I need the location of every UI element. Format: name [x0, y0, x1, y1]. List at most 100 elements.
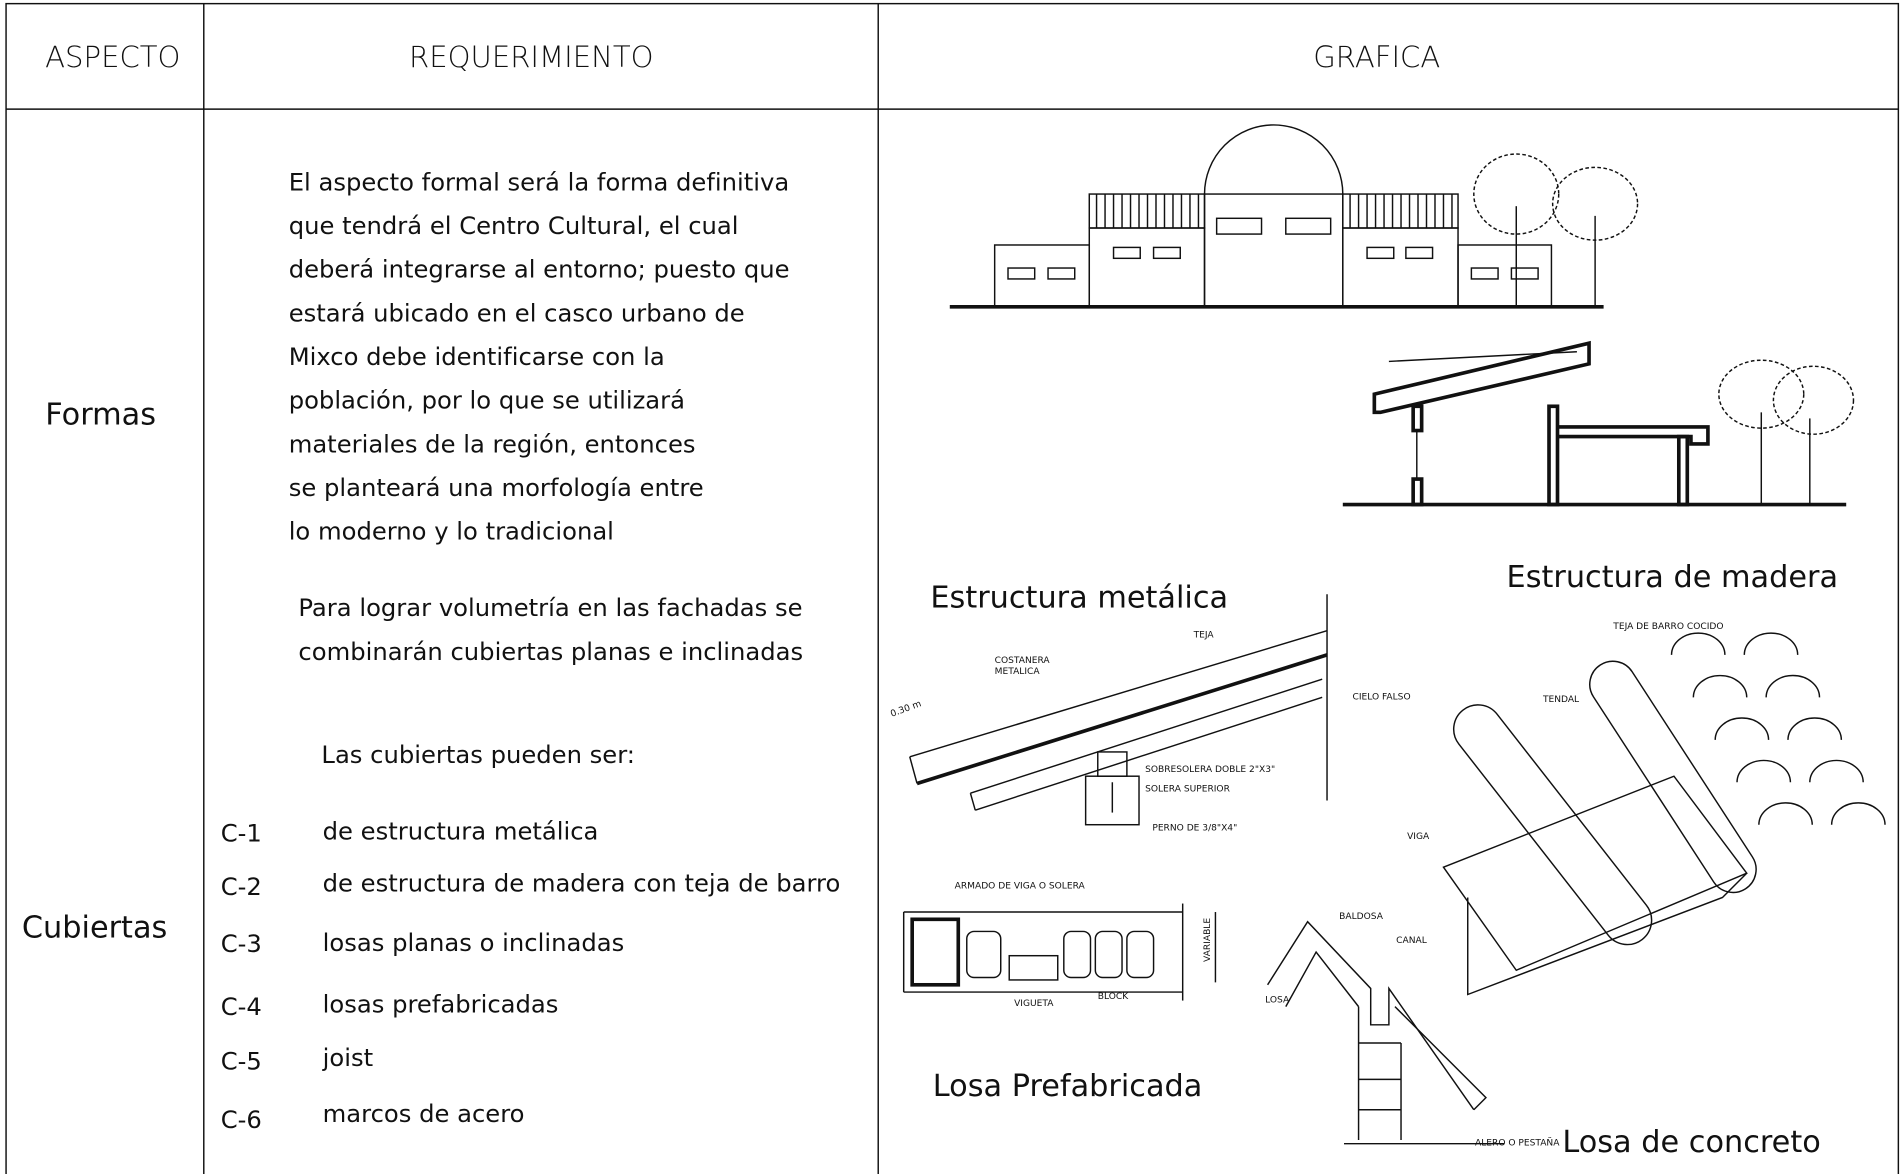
building-section-part [1388, 350, 1577, 363]
aspect-label: Formas [45, 397, 156, 432]
building-elevation-part [1095, 194, 1453, 229]
aspect-label: Cubiertas [22, 910, 167, 945]
paragraph-line: estará ubicado en el casco urbano de [289, 298, 745, 327]
concrete-slab-drawing-part [1358, 1042, 1402, 1111]
drawing-label: VIGUETA [1014, 999, 1054, 1009]
building-elevation-part [1473, 153, 1560, 235]
prefab-slab-drawing-part [966, 930, 1002, 979]
building-section-part [1547, 404, 1560, 507]
drawing-label: SOBRESOLERA DOBLE 2"X3" [1145, 765, 1275, 775]
building-elevation-part [1470, 267, 1499, 280]
wood-structure-drawing-part [1467, 872, 1748, 996]
building-elevation [949, 124, 1639, 309]
building-section-part [1718, 359, 1805, 429]
drawing-label: VARIABLE [1203, 918, 1213, 962]
metal-structure-drawing-part [909, 629, 1328, 758]
building-elevation-part [1510, 267, 1539, 280]
graphic-caption: Estructura de madera [1507, 560, 1839, 595]
drawing-label: TEJA DE BARRO COCIDO [1612, 622, 1723, 632]
building-elevation-part [1285, 217, 1332, 235]
paragraph-line: combinarán cubiertas planas e inclinadas [298, 637, 803, 666]
building-elevation-part [1047, 267, 1076, 280]
table-grid-part [5, 2, 1900, 1174]
metal-structure-drawing-part [969, 792, 976, 811]
wood-structure-drawing-part-part [1452, 704, 1653, 946]
building-section-part [1372, 340, 1591, 415]
graphic-caption: Estructura metálica [930, 580, 1228, 615]
header-requirement: REQUERIMIENTO [409, 40, 654, 74]
drawing-label: ALERO O PESTAÑA [1475, 1138, 1560, 1149]
metal-structure-drawing-part [916, 653, 1328, 786]
paragraph-line: población, por lo que se utilizará [289, 386, 685, 415]
item-code: C-4 [221, 992, 262, 1021]
graphic-caption: Losa Prefabricada [933, 1069, 1203, 1104]
item-code: C-6 [221, 1105, 262, 1134]
item-text: losas planas o inclinadas [323, 928, 625, 957]
paragraph-line: materiales de la región, entonces [289, 429, 696, 458]
paragraph-line: Para lograr volumetría en las fachadas s… [298, 593, 802, 622]
drawing-label: TENDAL [1542, 695, 1580, 705]
building-section-part [1557, 425, 1710, 446]
building-section-part [1772, 365, 1855, 435]
drawing-label: BLOCK [1098, 992, 1129, 1002]
requirement-text: El aspecto formal será la forma definiti… [221, 167, 841, 1133]
wood-structure-drawing-part-part [1589, 660, 1757, 894]
wood-structure-drawing-part [1670, 632, 1886, 825]
building-section-part [1676, 434, 1690, 507]
paragraph-line: que tendrá el Centro Cultural, el cual [289, 211, 739, 240]
prefab-slab-drawing-part [1094, 930, 1123, 979]
building-elevation-part [1457, 244, 1553, 308]
building-section [1342, 340, 1855, 507]
item-text: joist [322, 1043, 373, 1072]
drawing-label: BALDOSA [1339, 912, 1384, 922]
paragraph-line: lo moderno y lo tradicional [289, 517, 614, 546]
header-graphic: GRAFICA [1313, 40, 1440, 74]
wood-structure-drawing-part [1452, 704, 1653, 946]
drawing-label: 0.30 m [889, 699, 923, 719]
item-text: losas prefabricadas [323, 990, 559, 1019]
building-elevation-part [1203, 124, 1344, 195]
metal-structure-drawing-part [1097, 751, 1128, 777]
building-elevation-part [1007, 267, 1036, 280]
drawing-label: COSTANERA [995, 656, 1051, 666]
drawing-label: CANAL [1396, 936, 1428, 946]
prefab-slab-drawing-part [1126, 930, 1155, 979]
wood-structure-drawing-part [1442, 775, 1748, 972]
building-section-part [1411, 404, 1424, 433]
graphic-caption: Losa de concreto [1562, 1125, 1820, 1160]
metal-structure-drawing [909, 594, 1328, 826]
building-elevation-part [1203, 193, 1344, 308]
concrete-slab-drawing-part [1285, 950, 1487, 1111]
item-code: C-5 [221, 1047, 262, 1076]
concrete-slab-drawing [1266, 920, 1505, 1145]
drawing-label: METALICA [995, 667, 1041, 677]
drawing-label: CIELO FALSO [1353, 692, 1411, 702]
prefab-slab-drawing-part [910, 917, 961, 987]
building-elevation-part [1405, 246, 1434, 260]
metal-structure-drawing-part [1084, 775, 1140, 826]
prefab-slab-drawing [902, 903, 1217, 1001]
building-elevation-part [1551, 166, 1639, 241]
prefab-slab-drawing-part [902, 911, 1183, 993]
paragraph-line: se planteará una morfología entre [289, 473, 704, 502]
drawing-label: SOLERA SUPERIOR [1145, 785, 1230, 795]
building-elevation-part [1215, 217, 1263, 235]
metal-structure-drawing-part [970, 678, 1323, 794]
drawing-label: LOSA [1265, 996, 1290, 1006]
building-elevation-part [1366, 246, 1395, 260]
building-elevation-part [1088, 227, 1206, 308]
item-code: C-1 [221, 819, 262, 848]
building-elevation-part [1152, 246, 1181, 260]
list-intro: Las cubiertas pueden ser: [321, 740, 635, 769]
item-code: C-3 [221, 929, 262, 958]
concrete-slab-drawing-part [1266, 920, 1475, 1111]
wood-structure-drawing-part [1589, 660, 1757, 894]
prefab-slab-drawing-part [1008, 954, 1059, 981]
paragraph-line: El aspecto formal será la forma definiti… [289, 167, 790, 196]
header-aspect: ASPECTO [45, 40, 180, 74]
document-part: Estructura metálica Estructura de madera L… [889, 560, 1838, 1160]
metal-structure-drawing-part [975, 696, 1323, 811]
building-elevation-part [1342, 227, 1459, 308]
paragraph-line: Mixco debe identificarse con la [289, 342, 665, 371]
